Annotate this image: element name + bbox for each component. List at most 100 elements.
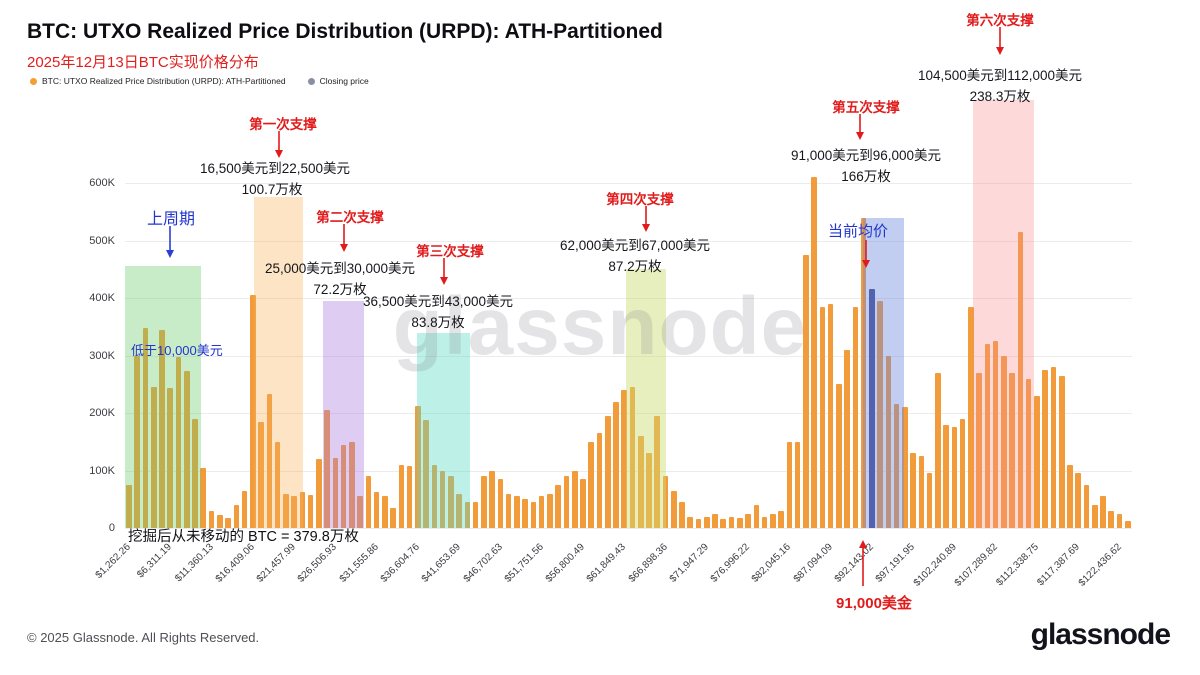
bar — [448, 476, 454, 528]
bar — [629, 387, 636, 528]
annotation-s3_amount: 83.8万枚 — [411, 315, 465, 330]
bar — [1091, 505, 1098, 528]
annotation-arrow — [340, 224, 348, 252]
bar — [687, 516, 694, 528]
bar — [415, 405, 421, 528]
bar — [737, 517, 743, 528]
bar — [1100, 496, 1106, 528]
bar — [423, 419, 429, 528]
annotation-arrow — [996, 27, 1004, 55]
zone-support-3 — [417, 332, 471, 528]
bar — [902, 407, 908, 528]
bar — [935, 372, 941, 528]
bar — [811, 177, 817, 528]
bar — [258, 421, 264, 528]
bar — [1034, 395, 1040, 528]
y-axis-label: 600K — [89, 177, 115, 189]
bar — [844, 349, 850, 528]
bar — [621, 390, 628, 528]
bar — [365, 476, 372, 528]
zone-support-6 — [973, 100, 1035, 528]
bar — [827, 303, 834, 528]
bar — [926, 473, 933, 528]
bar — [968, 306, 974, 528]
annotation-arrow — [642, 206, 650, 232]
bar — [481, 476, 487, 528]
bar — [918, 456, 925, 528]
y-axis-label: 0 — [108, 522, 115, 534]
gridline — [125, 355, 1132, 357]
bar — [233, 505, 240, 528]
legend-label: BTC: UTXO Realized Price Distribution (U… — [42, 76, 286, 86]
bar — [126, 484, 132, 528]
bar — [976, 372, 982, 528]
page-subtitle: 2025年12月13日BTC实现价格分布 — [27, 54, 259, 71]
bar — [522, 499, 528, 528]
gridline — [125, 298, 1132, 299]
bar — [373, 492, 380, 528]
bar — [1001, 355, 1007, 528]
bar — [786, 441, 793, 528]
bar — [943, 424, 949, 528]
bar — [406, 465, 413, 528]
bar — [1042, 369, 1048, 528]
annotation-s1_title: 第一次支撑 — [249, 117, 317, 132]
bar — [613, 401, 619, 528]
bar — [745, 513, 751, 528]
bar — [1050, 367, 1057, 528]
bar — [192, 418, 198, 528]
bar — [670, 490, 677, 528]
bar — [175, 357, 182, 528]
annotation-s6_title: 第六次支撑 — [966, 13, 1034, 28]
y-axis-label: 400K — [89, 292, 115, 304]
annotation-current_price: 91,000美金 — [836, 595, 912, 612]
bar — [959, 418, 966, 528]
bar — [150, 387, 157, 528]
bar — [505, 493, 512, 528]
bar — [266, 394, 273, 528]
annotation-arrow — [166, 226, 174, 258]
bar — [596, 433, 603, 528]
bar — [1108, 510, 1115, 528]
legend: BTC: UTXO Realized Price Distribution (U… — [30, 76, 369, 86]
bar — [819, 306, 826, 528]
bar — [604, 415, 611, 528]
bar — [662, 476, 669, 528]
annotation-s5_range: 91,000美元到96,000美元 — [790, 148, 942, 163]
annotation-arrow — [862, 240, 870, 268]
annotation-below_10k: 低于10,000美元 — [131, 343, 223, 358]
bar — [439, 470, 446, 528]
y-axis-label: 300K — [89, 349, 115, 362]
zone-support-1 — [253, 197, 303, 528]
y-axis-label: 100K — [89, 464, 115, 477]
annotation-s3_range: 36,500美元到43,000美元 — [362, 294, 514, 309]
legend-dot-icon — [307, 77, 315, 85]
bar — [1075, 473, 1081, 528]
annotation-s2_title: 第二次支撑 — [316, 210, 384, 225]
bar — [720, 519, 727, 528]
bar — [291, 496, 297, 528]
bar — [646, 453, 652, 528]
bar — [489, 470, 495, 528]
bar — [514, 496, 520, 528]
bar — [349, 441, 355, 528]
bar — [1058, 375, 1065, 528]
bar — [299, 492, 306, 528]
bar — [695, 519, 702, 528]
annotation-prev_cycle: 上周期 — [147, 211, 196, 228]
bar — [794, 441, 801, 528]
gridline — [125, 413, 1132, 414]
bar — [910, 453, 916, 528]
bar — [1083, 484, 1090, 528]
bar — [860, 217, 867, 528]
bar — [555, 484, 561, 528]
bar — [472, 501, 479, 528]
bar — [1124, 521, 1131, 528]
legend-item-1: Closing price — [307, 76, 369, 86]
bar — [538, 496, 545, 528]
gridline — [125, 240, 1132, 242]
bar — [382, 496, 388, 528]
bar — [283, 493, 289, 528]
